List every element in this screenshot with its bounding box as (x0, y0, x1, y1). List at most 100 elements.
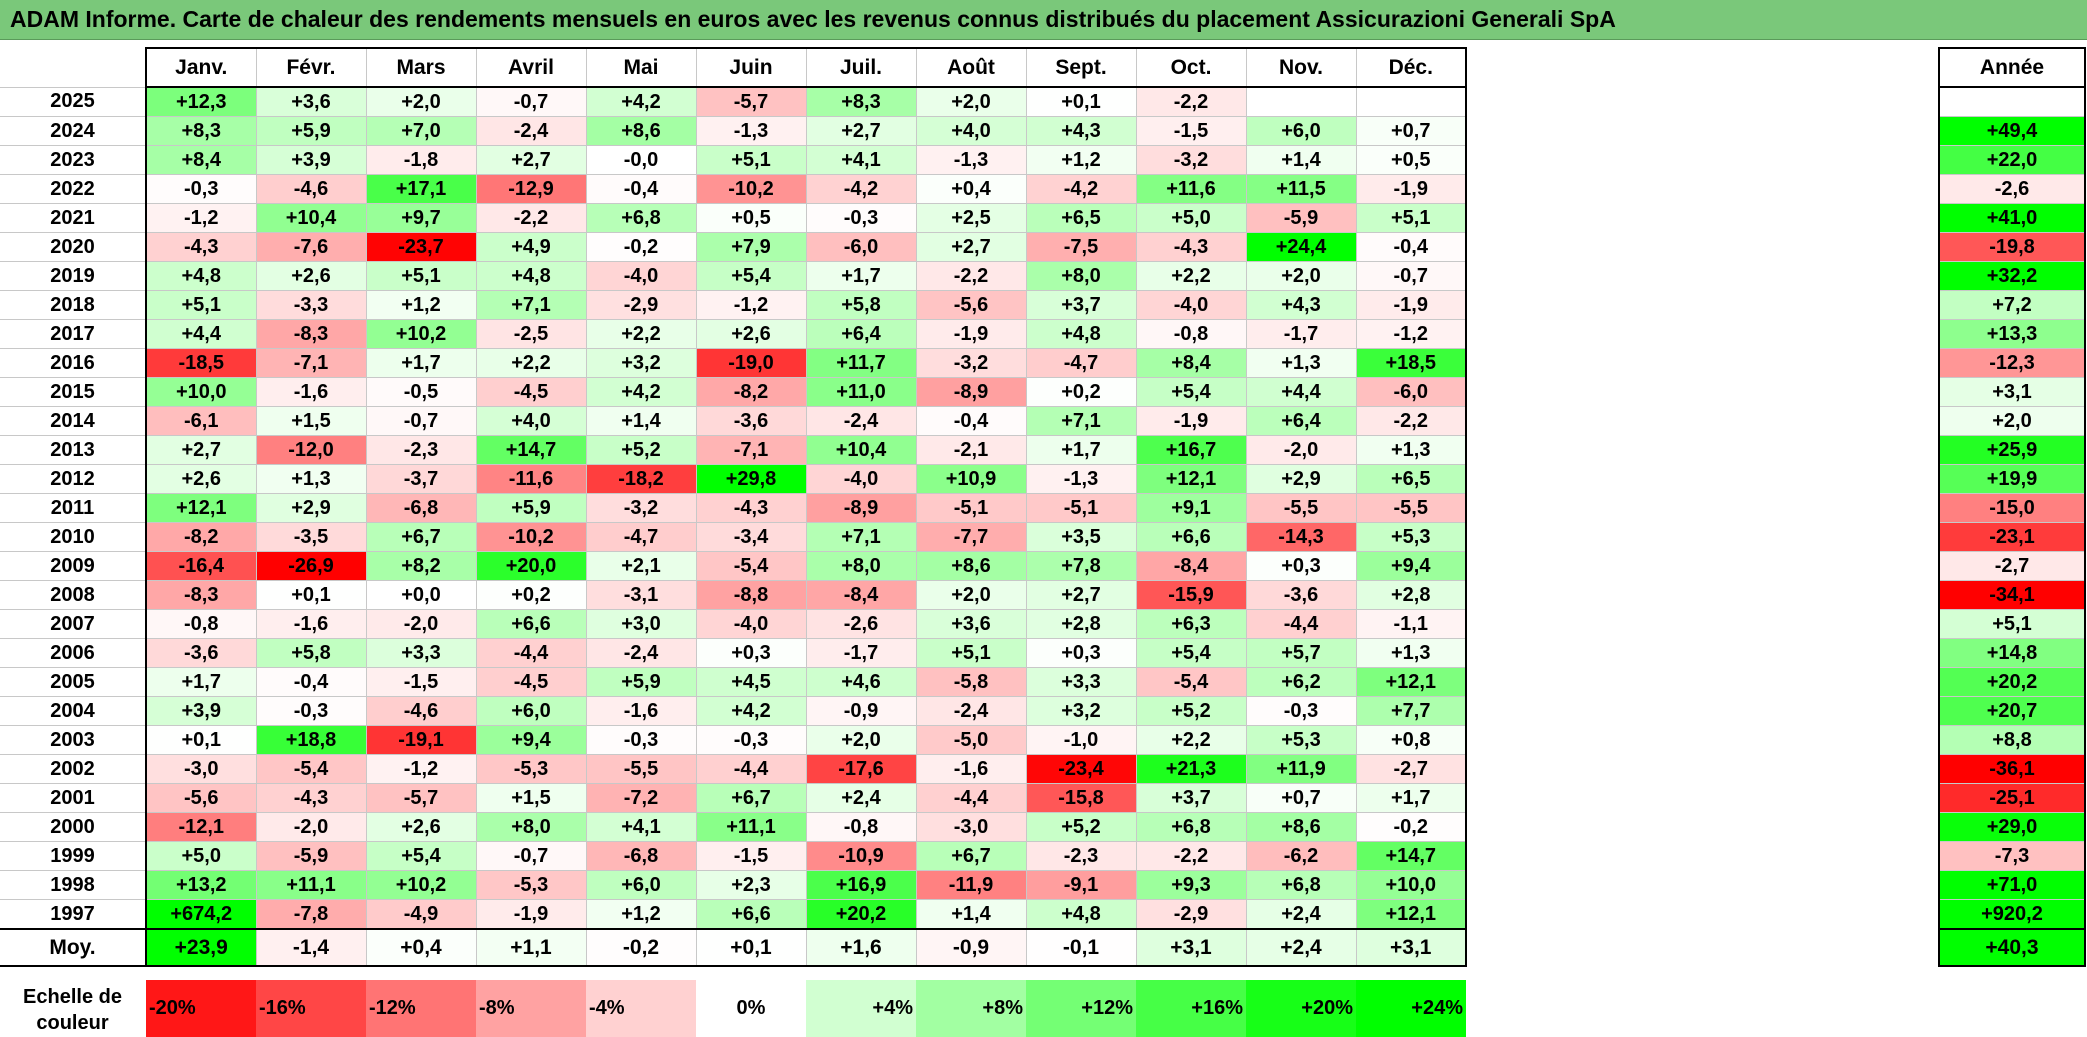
annual-row: -25,1 (1938, 783, 2086, 813)
heatmap-cell: +5,4 (1135, 377, 1247, 407)
heatmap-cell: -5,7 (365, 783, 477, 813)
heatmap-cell: +8,3 (805, 86, 917, 117)
heatmap-cell: -1,5 (695, 841, 807, 871)
heatmap-cell: -1,9 (915, 319, 1027, 349)
month-header-11: Déc. (1355, 47, 1467, 88)
heatmap-cell: -1,8 (365, 145, 477, 175)
color-scale-step: -4% (586, 980, 696, 1037)
year-row: 2025 +12,3 +3,6 +2,0 -0,7 +4,2 -5,7 +8,3 +2,0 +0,… (0, 86, 1467, 117)
heatmap-cell: -5,4 (1135, 667, 1247, 697)
heatmap-cell: +7,1 (475, 290, 587, 320)
heatmap-cell: -2,4 (915, 696, 1027, 726)
heatmap-cell: +1,5 (475, 783, 587, 813)
heatmap-cell: -7,1 (255, 348, 367, 378)
heatmap-cell: -3,1 (585, 580, 697, 610)
heatmap-cell: +11,5 (1245, 174, 1357, 204)
heatmap-cell: +3,1 (1355, 928, 1467, 967)
heatmap-cell: -1,6 (255, 377, 367, 407)
heatmap-cell: +8,0 (805, 551, 917, 581)
heatmap-cell: -1,9 (475, 899, 587, 930)
heatmap-cell: -2,0 (255, 812, 367, 842)
color-scale-label: Echelle de couleur (0, 980, 145, 1037)
heatmap-cell (1245, 86, 1357, 117)
heatmap-cell: +2,8 (1025, 609, 1137, 639)
heatmap-cell: +6,4 (805, 319, 917, 349)
heatmap-cell: +2,7 (915, 232, 1027, 262)
heatmap-cell: -4,5 (475, 667, 587, 697)
heatmap-cell: -0,2 (585, 928, 697, 967)
heatmap-cell: -5,6 (145, 783, 257, 813)
heatmap-cell: -3,6 (145, 638, 257, 668)
heatmap-cell: +9,3 (1135, 870, 1247, 900)
heatmap-cell: -2,1 (915, 435, 1027, 465)
heatmap-cell: +10,4 (805, 435, 917, 465)
annual-row: +71,0 (1938, 870, 2086, 900)
heatmap-cell: +2,0 (805, 725, 917, 755)
heatmap-cell: +0,5 (695, 203, 807, 233)
year-label: 2015 (0, 377, 147, 407)
heatmap-cell: -2,7 (1355, 754, 1467, 784)
heatmap-cell: +5,8 (805, 290, 917, 320)
heatmap-cell: +3,7 (1135, 783, 1247, 813)
heatmap-cell: -0,3 (145, 174, 257, 204)
heatmap-cell: +7,1 (1025, 406, 1137, 436)
year-row: 2010 -8,2 -3,5 +6,7 -10,2 -4,7 -3,4 +7,1 -7,7 +3,… (0, 522, 1467, 552)
year-row: 2019 +4,8 +2,6 +5,1 +4,8 -4,0 +5,4 +1,7 -2,2 +8,0… (0, 261, 1467, 291)
month-header-9: Oct. (1135, 47, 1247, 88)
month-header-3: Avril (475, 47, 587, 88)
corner-cell (0, 48, 146, 87)
annual-cell: -23,1 (1938, 522, 2086, 552)
annual-cell: -2,6 (1938, 174, 2086, 204)
heatmap-cell: -7,7 (915, 522, 1027, 552)
heatmap-cell: +6,0 (585, 870, 697, 900)
year-row: 2022 -0,3 -4,6 +17,1 -12,9 -0,4 -10,2 -4,2 +0,4-… (0, 174, 1467, 204)
heatmap-cell: -4,2 (1025, 174, 1137, 204)
heatmap-cell: -6,0 (1355, 377, 1467, 407)
heatmap-cell: -1,4 (255, 928, 367, 967)
year-row: 2003 +0,1 +18,8 -19,1 +9,4 -0,3 -0,3 +2,0 -5,0 -1… (0, 725, 1467, 755)
heatmap-cell: -1,6 (915, 754, 1027, 784)
heatmap-cell: -0,4 (255, 667, 367, 697)
heatmap-cell: -9,1 (1025, 870, 1137, 900)
heatmap-cell: +6,6 (695, 899, 807, 930)
heatmap-cell: +3,9 (145, 696, 257, 726)
heatmap-cell: +2,7 (1025, 580, 1137, 610)
heatmap-cell: +5,1 (915, 638, 1027, 668)
heatmap-cell: +2,0 (1245, 261, 1357, 291)
heatmap-cell: -8,8 (695, 580, 807, 610)
heatmap-cell: -4,0 (585, 261, 697, 291)
year-row: 1998 +13,2 +11,1 +10,2 -5,3 +6,0 +2,3 +16,9 -11,… (0, 870, 1467, 900)
heatmap-cell: -4,3 (255, 783, 367, 813)
heatmap-cell: +1,4 (1245, 145, 1357, 175)
color-scale-step: +12% (1026, 980, 1136, 1037)
heatmap-cell: -4,0 (695, 609, 807, 639)
annual-cell: -12,3 (1938, 348, 2086, 378)
year-label: 2000 (0, 812, 147, 842)
annual-row: +920,2 (1938, 899, 2086, 930)
annual-row: -15,0 (1938, 493, 2086, 523)
heatmap-cell: -0,7 (475, 86, 587, 117)
year-label: 2017 (0, 319, 147, 349)
heatmap-cell: -3,6 (695, 406, 807, 436)
heatmap-cell: +1,3 (1355, 638, 1467, 668)
heatmap-cell: -8,2 (145, 522, 257, 552)
year-label: 2011 (0, 493, 147, 523)
heatmap-cell: +2,7 (805, 116, 917, 146)
heatmap-cell: -0,3 (255, 696, 367, 726)
heatmap-cell: -1,5 (365, 667, 477, 697)
heatmap-cell: -2,0 (1245, 435, 1357, 465)
heatmap-cell: +2,4 (1245, 899, 1357, 930)
heatmap-cell: -2,0 (365, 609, 477, 639)
heatmap-cell: +14,7 (1355, 841, 1467, 871)
heatmap-cell: -3,3 (255, 290, 367, 320)
heatmap-cell: +2,9 (1245, 464, 1357, 494)
heatmap-cell: +6,6 (1135, 522, 1247, 552)
annual-cell: +20,7 (1938, 696, 2086, 726)
heatmap-cell: -7,1 (695, 435, 807, 465)
heatmap-cell: +4,1 (805, 145, 917, 175)
year-row: 2013 +2,7 -12,0 -2,3 +14,7 +5,2 -7,1 +10,4 -2,1 +… (0, 435, 1467, 465)
heatmap-cell: -2,2 (1355, 406, 1467, 436)
heatmap-cell: -23,7 (365, 232, 477, 262)
year-row: 2016 -18,5 -7,1 +1,7 +2,2 +3,2 -19,0 +11,7 -3,2-… (0, 348, 1467, 378)
heatmap-cell: -1,9 (1135, 406, 1247, 436)
